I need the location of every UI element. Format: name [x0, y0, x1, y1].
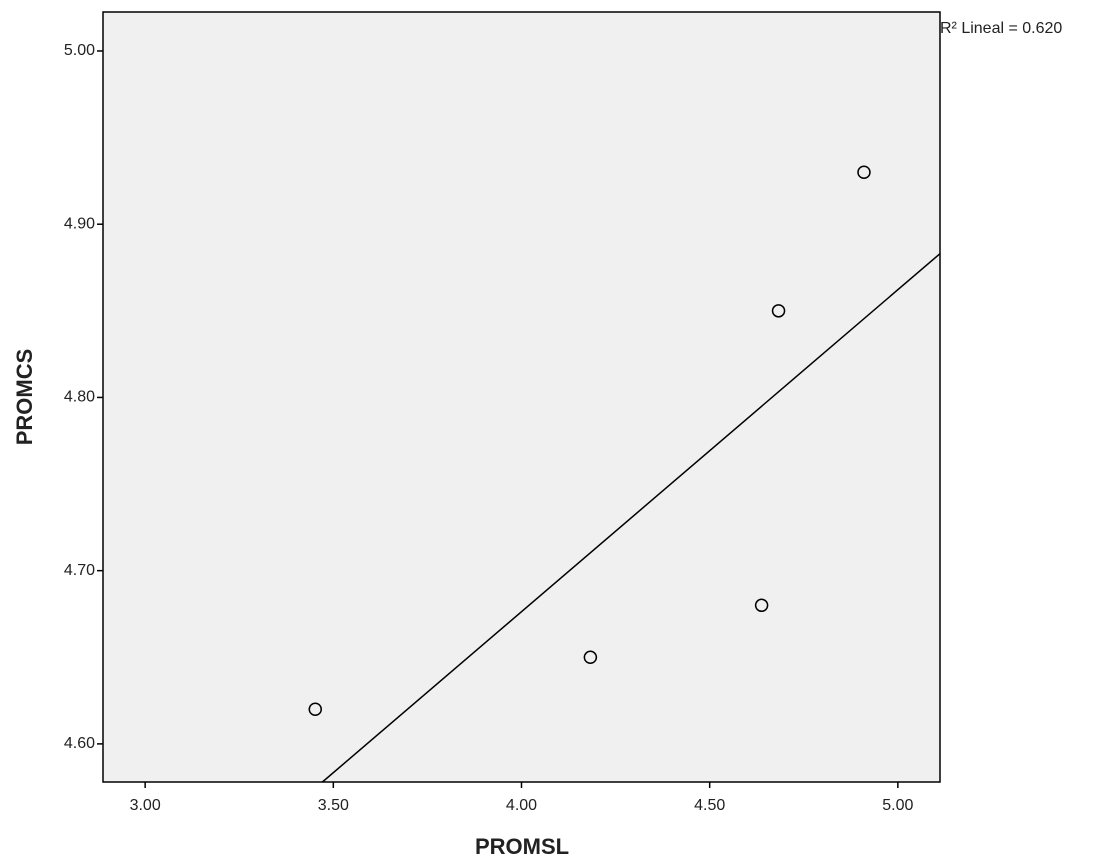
x-tick-label: 4.00	[506, 797, 537, 814]
y-tick-label: 4.90	[64, 215, 95, 232]
plot-area	[103, 12, 940, 782]
x-tick-label: 3.00	[130, 797, 161, 814]
y-tick-label: 4.70	[64, 562, 95, 579]
x-tick-label: 4.50	[694, 797, 725, 814]
chart: PROMSL PROMCS R² Lineal = 0.620 4.60 4.70…	[0, 0, 1099, 863]
y-tick-label: 5.00	[64, 42, 95, 59]
x-tick-label: 3.50	[318, 797, 349, 814]
y-tick-label: 4.80	[64, 389, 95, 406]
x-axis-title: PROMSL	[475, 834, 569, 859]
y-axis-title: PROMCS	[12, 349, 37, 446]
x-tick-label: 5.00	[882, 797, 913, 814]
annotation: R² Lineal = 0.620	[940, 20, 1062, 37]
y-tick-label: 4.60	[64, 735, 95, 752]
